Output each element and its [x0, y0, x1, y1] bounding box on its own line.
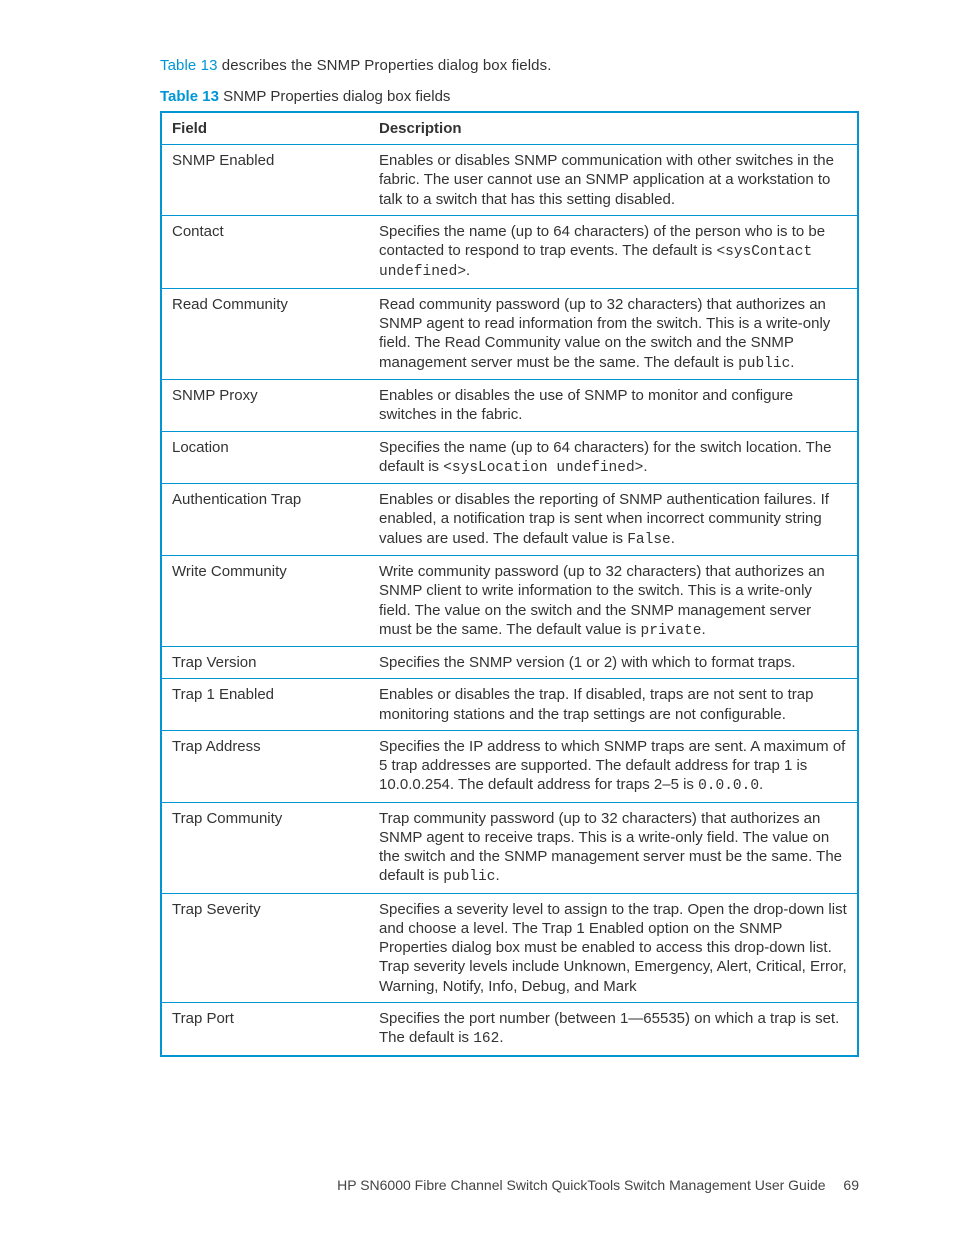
intro-text: Table 13 describes the SNMP Properties d…	[160, 57, 859, 74]
table-row: Trap Port Specifies the port number (betw…	[161, 1002, 858, 1055]
table-row: Trap SeveritySpecifies a severity level …	[161, 893, 858, 1002]
description-text-post: .	[643, 458, 647, 475]
footer-page-number: 69	[843, 1177, 859, 1193]
description-code: 0.0.0.0	[698, 778, 759, 794]
snmp-properties-table: Field Description SNMP EnabledEnables or…	[160, 111, 859, 1057]
field-cell: Read Community	[161, 289, 369, 380]
description-text: Specifies the SNMP version (1 or 2) with…	[379, 654, 796, 671]
field-cell: SNMP Enabled	[161, 145, 369, 216]
description-text-post: .	[466, 262, 470, 279]
table-row: Trap AddressSpecifies the IP address to …	[161, 730, 858, 802]
description-text-pre: Enables or disables the reporting of SNM…	[379, 491, 829, 546]
description-text: Enables or disables SNMP communication w…	[379, 152, 834, 207]
table-header-row: Field Description	[161, 112, 858, 145]
page-footer: HP SN6000 Fibre Channel Switch QuickTool…	[337, 1177, 859, 1193]
description-text-post: .	[790, 354, 794, 371]
header-field: Field	[161, 112, 369, 145]
table-row: Authentication TrapEnables or disables t…	[161, 484, 858, 556]
footer-title: HP SN6000 Fibre Channel Switch QuickTool…	[337, 1177, 825, 1193]
description-cell: Specifies the name (up to 64 characters)…	[369, 215, 858, 288]
table-row: SNMP Proxy Enables or disables the use of…	[161, 380, 858, 431]
description-cell: Enables or disables the use of SNMP to m…	[369, 380, 858, 431]
caption-label: Table 13	[160, 88, 219, 105]
description-text: Specifies a severity level to assign to …	[379, 901, 847, 995]
field-cell: Contact	[161, 215, 369, 288]
description-code: <sysLocation undefined>	[443, 460, 643, 476]
field-cell: Trap 1 Enabled	[161, 679, 369, 730]
description-text-pre: Specifies the port number (between 1—655…	[379, 1010, 839, 1046]
field-cell: Trap Port	[161, 1002, 369, 1055]
description-cell: Specifies the IP address to which SNMP t…	[369, 730, 858, 802]
table-row: SNMP EnabledEnables or disables SNMP com…	[161, 145, 858, 216]
intro-rest: describes the SNMP Properties dialog box…	[218, 57, 552, 74]
description-text-post: .	[495, 867, 499, 884]
field-cell: Location	[161, 431, 369, 484]
field-cell: Trap Version	[161, 647, 369, 679]
description-code: private	[641, 623, 702, 639]
header-description: Description	[369, 112, 858, 145]
table-row: Trap 1 Enabled Enables or disables the tr…	[161, 679, 858, 730]
description-code: False	[627, 532, 671, 548]
description-code: public	[443, 869, 495, 885]
field-cell: Authentication Trap	[161, 484, 369, 556]
field-cell: Trap Community	[161, 802, 369, 893]
description-cell: Read community password (up to 32 charac…	[369, 289, 858, 380]
description-code: 162	[473, 1031, 499, 1047]
description-cell: Enables or disables SNMP communication w…	[369, 145, 858, 216]
table-row: Trap CommunityTrap community password (u…	[161, 802, 858, 893]
description-cell: Specifies the SNMP version (1 or 2) with…	[369, 647, 858, 679]
description-cell: Specifies the name (up to 64 characters)…	[369, 431, 858, 484]
description-cell: Write community password (up to 32 chara…	[369, 556, 858, 647]
description-text: Enables or disables the trap. If disable…	[379, 686, 813, 722]
field-cell: Trap Address	[161, 730, 369, 802]
description-text-post: .	[499, 1029, 503, 1046]
table-row: Write CommunityWrite community password …	[161, 556, 858, 647]
description-text: Enables or disables the use of SNMP to m…	[379, 387, 793, 423]
description-cell: Trap community password (up to 32 charac…	[369, 802, 858, 893]
description-cell: Specifies a severity level to assign to …	[369, 893, 858, 1002]
table-row: ContactSpecifies the name (up to 64 char…	[161, 215, 858, 288]
table-row: Read CommunityRead community password (u…	[161, 289, 858, 380]
field-cell: Write Community	[161, 556, 369, 647]
description-text-post: .	[701, 621, 705, 638]
table-caption: Table 13 SNMP Properties dialog box fiel…	[160, 88, 859, 105]
description-cell: Specifies the port number (between 1—655…	[369, 1002, 858, 1055]
description-text-pre: Write community password (up to 32 chara…	[379, 563, 825, 638]
description-text-post: .	[671, 530, 675, 547]
table-row: Trap Version Specifies the SNMP version (…	[161, 647, 858, 679]
description-code: public	[738, 356, 790, 372]
description-cell: Enables or disables the trap. If disable…	[369, 679, 858, 730]
description-text-post: .	[759, 776, 763, 793]
field-cell: Trap Severity	[161, 893, 369, 1002]
field-cell: SNMP Proxy	[161, 380, 369, 431]
caption-rest: SNMP Properties dialog box fields	[219, 88, 451, 105]
table-ref-link[interactable]: Table 13	[160, 57, 218, 74]
description-cell: Enables or disables the reporting of SNM…	[369, 484, 858, 556]
table-row: LocationSpecifies the name (up to 64 cha…	[161, 431, 858, 484]
description-text-pre: Specifies the IP address to which SNMP t…	[379, 738, 845, 793]
